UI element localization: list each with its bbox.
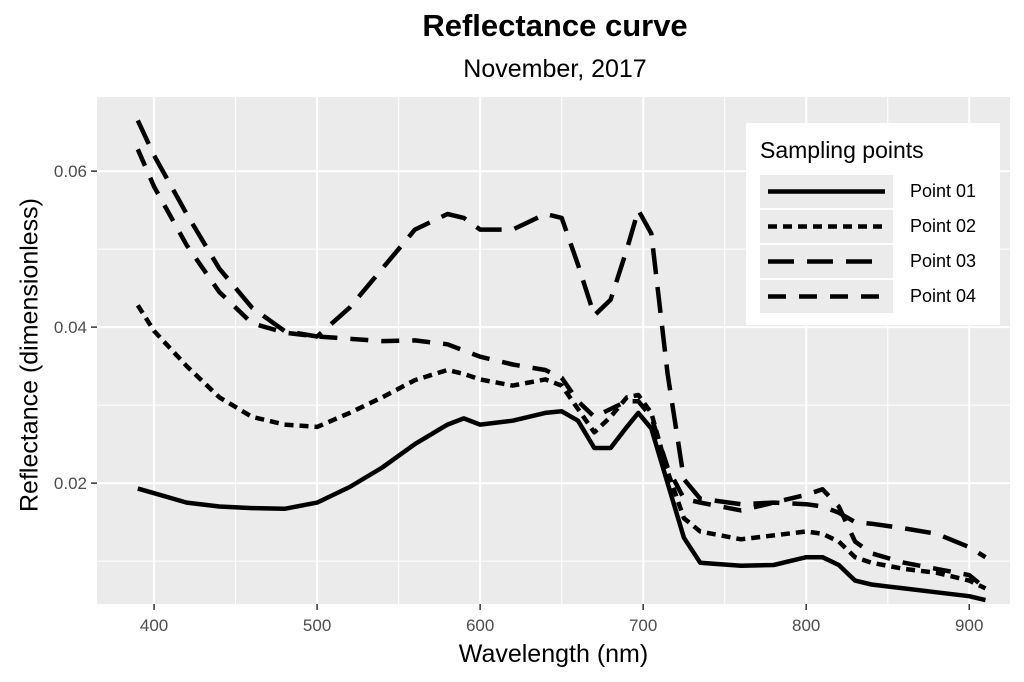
x-tick-label: 900 <box>955 616 983 635</box>
series-lines <box>135 119 987 603</box>
legend-key-dashed <box>760 280 893 313</box>
legend-key-solid <box>760 175 893 208</box>
series-line-point-01 <box>137 409 987 603</box>
legend-label: Point 01 <box>910 181 977 201</box>
legend-item-point-04: Point 04 <box>760 280 996 313</box>
legend-key-dotted <box>760 210 893 243</box>
legend-label: Point 02 <box>910 216 977 236</box>
y-tick-label: 0.06 <box>54 162 87 181</box>
x-axis-label: Wavelength (nm) <box>458 640 649 668</box>
legend-item-point-03: Point 03 <box>760 245 996 278</box>
y-tick-labels: 0.02 0.04 0.06 <box>54 162 87 493</box>
series-line-point-02 <box>135 304 987 591</box>
y-tick-label: 0.04 <box>54 318 87 337</box>
x-tick-label: 600 <box>466 616 494 635</box>
y-axis-label: Reflectance (dimensionless) <box>15 197 44 513</box>
minor-grid <box>97 97 1010 604</box>
legend: Sampling points Point 01 Point 02 Point … <box>746 123 1000 325</box>
legend-label: Point 03 <box>910 251 977 271</box>
x-tick-label: 700 <box>629 616 657 635</box>
legend-item-point-01: Point 01 <box>760 175 996 208</box>
legend-title: Sampling points <box>760 137 924 163</box>
legend-item-point-02: Point 02 <box>760 210 996 243</box>
x-tick-label: 400 <box>140 616 168 635</box>
legend-key-long-dash <box>760 245 893 278</box>
major-grid <box>97 97 1010 604</box>
x-tick-label: 800 <box>792 616 820 635</box>
legend-label: Point 04 <box>910 286 977 306</box>
series-line-point-04 <box>135 148 987 591</box>
chart-subtitle: November, 2017 <box>463 55 647 83</box>
chart-title: Reflectance curve <box>422 8 688 43</box>
axis-ticks <box>91 170 970 610</box>
x-tick-label: 500 <box>303 616 331 635</box>
y-tick-label: 0.02 <box>54 474 87 493</box>
x-tick-labels: 400 500 600 700 800 900 <box>140 616 984 635</box>
